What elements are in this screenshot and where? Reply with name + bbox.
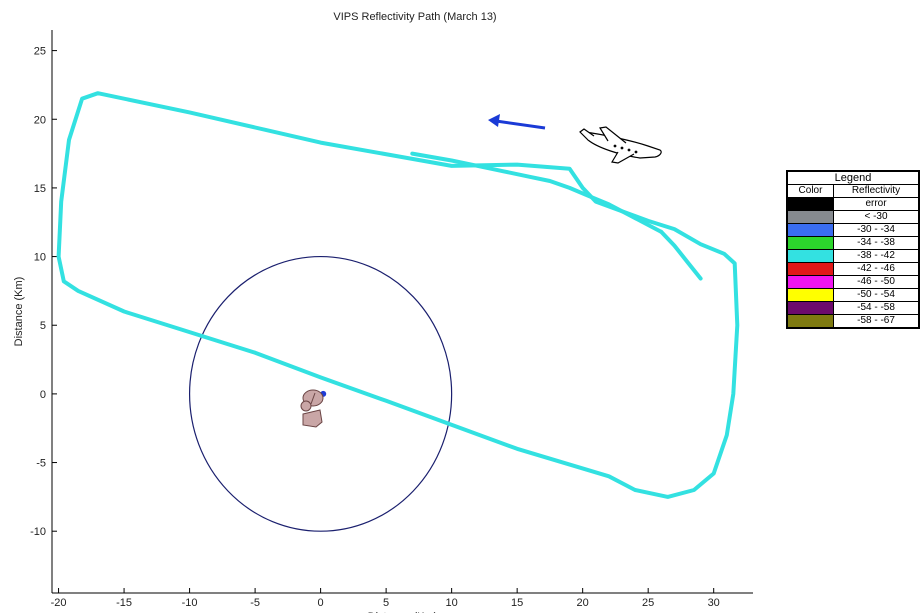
legend-label: -50 - -54 xyxy=(833,288,919,302)
y-tick-label: 15 xyxy=(34,183,46,195)
legend-row: -38 - -42 xyxy=(786,249,919,263)
legend-label: -58 - -67 xyxy=(833,314,919,328)
legend-row: -50 - -54 xyxy=(786,288,919,302)
y-tick-label: -5 xyxy=(36,458,46,470)
y-tick-label: -10 xyxy=(30,526,46,538)
legend-swatch xyxy=(786,314,835,328)
y-tick-label: 25 xyxy=(34,46,46,58)
legend-row: -58 - -67 xyxy=(786,314,919,328)
x-tick-label: -20 xyxy=(51,597,67,609)
x-tick-label: 15 xyxy=(511,597,523,609)
decoration-layer xyxy=(300,114,662,428)
legend-row: < -30 xyxy=(786,210,919,224)
legend-row: error xyxy=(786,197,919,211)
y-tick-label: 5 xyxy=(40,320,46,332)
x-tick-label: -5 xyxy=(250,597,260,609)
legend-swatch xyxy=(786,275,835,289)
x-tick-label: 25 xyxy=(642,597,654,609)
legend-row: -42 - -46 xyxy=(786,262,919,276)
y-axis-title: Distance (Km) xyxy=(13,277,25,347)
legend-row: -54 - -58 xyxy=(786,301,919,315)
flight-path-line xyxy=(56,91,740,499)
airplane-icon xyxy=(579,126,662,164)
legend-label: -46 - -50 xyxy=(833,275,919,289)
legend-label: < -30 xyxy=(833,210,919,224)
legend-label: -34 - -38 xyxy=(833,236,919,250)
legend-label: -42 - -46 xyxy=(833,262,919,276)
legend-label: -38 - -42 xyxy=(833,249,919,263)
flight-path-layer xyxy=(56,91,740,499)
x-tick-label: -10 xyxy=(182,597,198,609)
x-tick-label: 0 xyxy=(318,597,324,609)
x-tick-label: 10 xyxy=(446,597,458,609)
legend-swatch xyxy=(786,210,835,224)
x-tick-label: 5 xyxy=(383,597,389,609)
legend: Legend Color Reflectivity error < -30 -30 … xyxy=(786,170,920,329)
flight-path-branch-0 xyxy=(410,151,664,234)
x-axis-title: Distance (Km) xyxy=(368,611,438,613)
x-tick-label: 20 xyxy=(577,597,589,609)
chart-title: VIPS Reflectivity Path (March 13) xyxy=(333,11,496,23)
range-circle xyxy=(188,255,453,532)
legend-header-color: Color xyxy=(786,184,835,198)
legend-swatch xyxy=(786,236,835,250)
legend-swatch xyxy=(786,262,835,276)
legend-label: -30 - -34 xyxy=(833,223,919,237)
radar-dish-icon xyxy=(300,389,324,428)
legend-row: -46 - -50 xyxy=(786,275,919,289)
legend-swatch xyxy=(786,223,835,237)
legend-title: Legend xyxy=(787,171,919,185)
y-tick-label: 20 xyxy=(34,114,46,126)
legend-header-reflectivity: Reflectivity xyxy=(833,184,919,198)
legend-swatch xyxy=(786,288,835,302)
axes: -20 -15 -10 -5 0 5 10 15 20 25 30 -10 -5 0 5 10 15 20 25 Di… xyxy=(13,30,753,613)
x-tick-label: -15 xyxy=(116,597,132,609)
y-tick-label: 10 xyxy=(34,252,46,264)
direction-arrow-icon xyxy=(488,114,546,130)
legend-swatch xyxy=(786,301,835,315)
y-tick-label: 0 xyxy=(40,389,46,401)
legend-row: -34 - -38 xyxy=(786,236,919,250)
flight-path-branch-1 xyxy=(659,229,703,281)
legend-label: -54 - -58 xyxy=(833,301,919,315)
legend-swatch xyxy=(786,197,835,211)
legend-label: error xyxy=(833,197,919,211)
x-tick-label: 30 xyxy=(708,597,720,609)
legend-row: -30 - -34 xyxy=(786,223,919,237)
legend-swatch xyxy=(786,249,835,263)
